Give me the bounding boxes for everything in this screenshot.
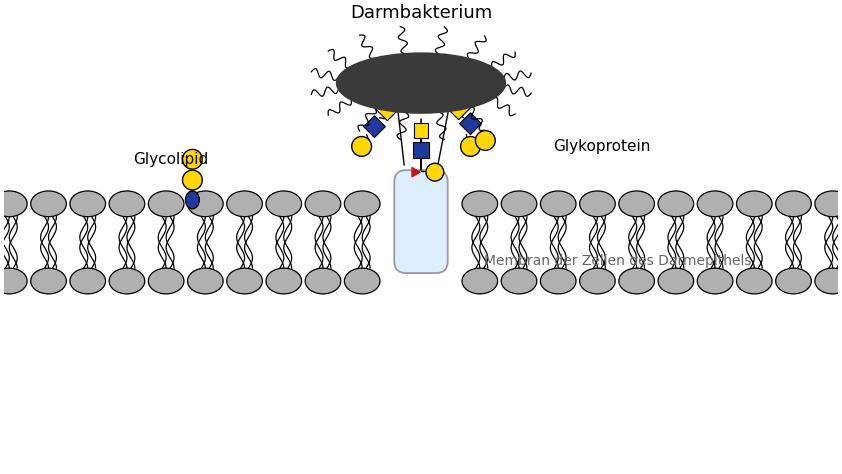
Polygon shape xyxy=(412,167,420,177)
Ellipse shape xyxy=(579,268,616,294)
Ellipse shape xyxy=(266,191,301,217)
Ellipse shape xyxy=(579,191,616,217)
Ellipse shape xyxy=(815,268,842,294)
Polygon shape xyxy=(376,97,399,121)
Bar xyxy=(413,123,429,138)
Ellipse shape xyxy=(541,191,576,217)
Ellipse shape xyxy=(775,268,812,294)
Polygon shape xyxy=(460,113,482,135)
Ellipse shape xyxy=(305,191,341,217)
Ellipse shape xyxy=(185,191,200,209)
Ellipse shape xyxy=(109,191,145,217)
Text: Membran der Zellen des Darmepithels: Membran der Zellen des Darmepithels xyxy=(484,254,752,268)
Ellipse shape xyxy=(541,268,576,294)
Ellipse shape xyxy=(501,191,537,217)
Ellipse shape xyxy=(188,268,223,294)
Ellipse shape xyxy=(109,268,145,294)
Ellipse shape xyxy=(337,54,505,113)
Text: Darmbakterium: Darmbakterium xyxy=(350,4,492,22)
Ellipse shape xyxy=(226,191,263,217)
Ellipse shape xyxy=(697,191,733,217)
Ellipse shape xyxy=(501,268,537,294)
Ellipse shape xyxy=(344,268,380,294)
Circle shape xyxy=(183,149,202,169)
Circle shape xyxy=(476,131,495,150)
Ellipse shape xyxy=(737,191,772,217)
Ellipse shape xyxy=(226,268,263,294)
Bar xyxy=(413,143,429,158)
Ellipse shape xyxy=(148,191,184,217)
Ellipse shape xyxy=(305,268,341,294)
Text: Glykoprotein: Glykoprotein xyxy=(553,139,651,154)
Circle shape xyxy=(352,137,371,156)
Ellipse shape xyxy=(619,268,654,294)
Ellipse shape xyxy=(188,191,223,217)
Ellipse shape xyxy=(70,268,105,294)
Ellipse shape xyxy=(0,191,27,217)
Ellipse shape xyxy=(462,268,498,294)
Ellipse shape xyxy=(775,191,812,217)
Ellipse shape xyxy=(266,268,301,294)
Ellipse shape xyxy=(462,191,498,217)
Ellipse shape xyxy=(737,268,772,294)
FancyBboxPatch shape xyxy=(394,170,448,273)
Ellipse shape xyxy=(30,191,67,217)
Polygon shape xyxy=(447,96,471,120)
Ellipse shape xyxy=(70,191,105,217)
Ellipse shape xyxy=(697,268,733,294)
Text: Glycolipid: Glycolipid xyxy=(133,152,208,167)
Polygon shape xyxy=(364,116,386,137)
Ellipse shape xyxy=(344,191,380,217)
Ellipse shape xyxy=(0,268,27,294)
Circle shape xyxy=(461,137,481,156)
Ellipse shape xyxy=(815,191,842,217)
Ellipse shape xyxy=(30,268,67,294)
Ellipse shape xyxy=(148,268,184,294)
Ellipse shape xyxy=(619,191,654,217)
Ellipse shape xyxy=(658,268,694,294)
Circle shape xyxy=(183,170,202,190)
Circle shape xyxy=(426,163,444,181)
Ellipse shape xyxy=(658,191,694,217)
